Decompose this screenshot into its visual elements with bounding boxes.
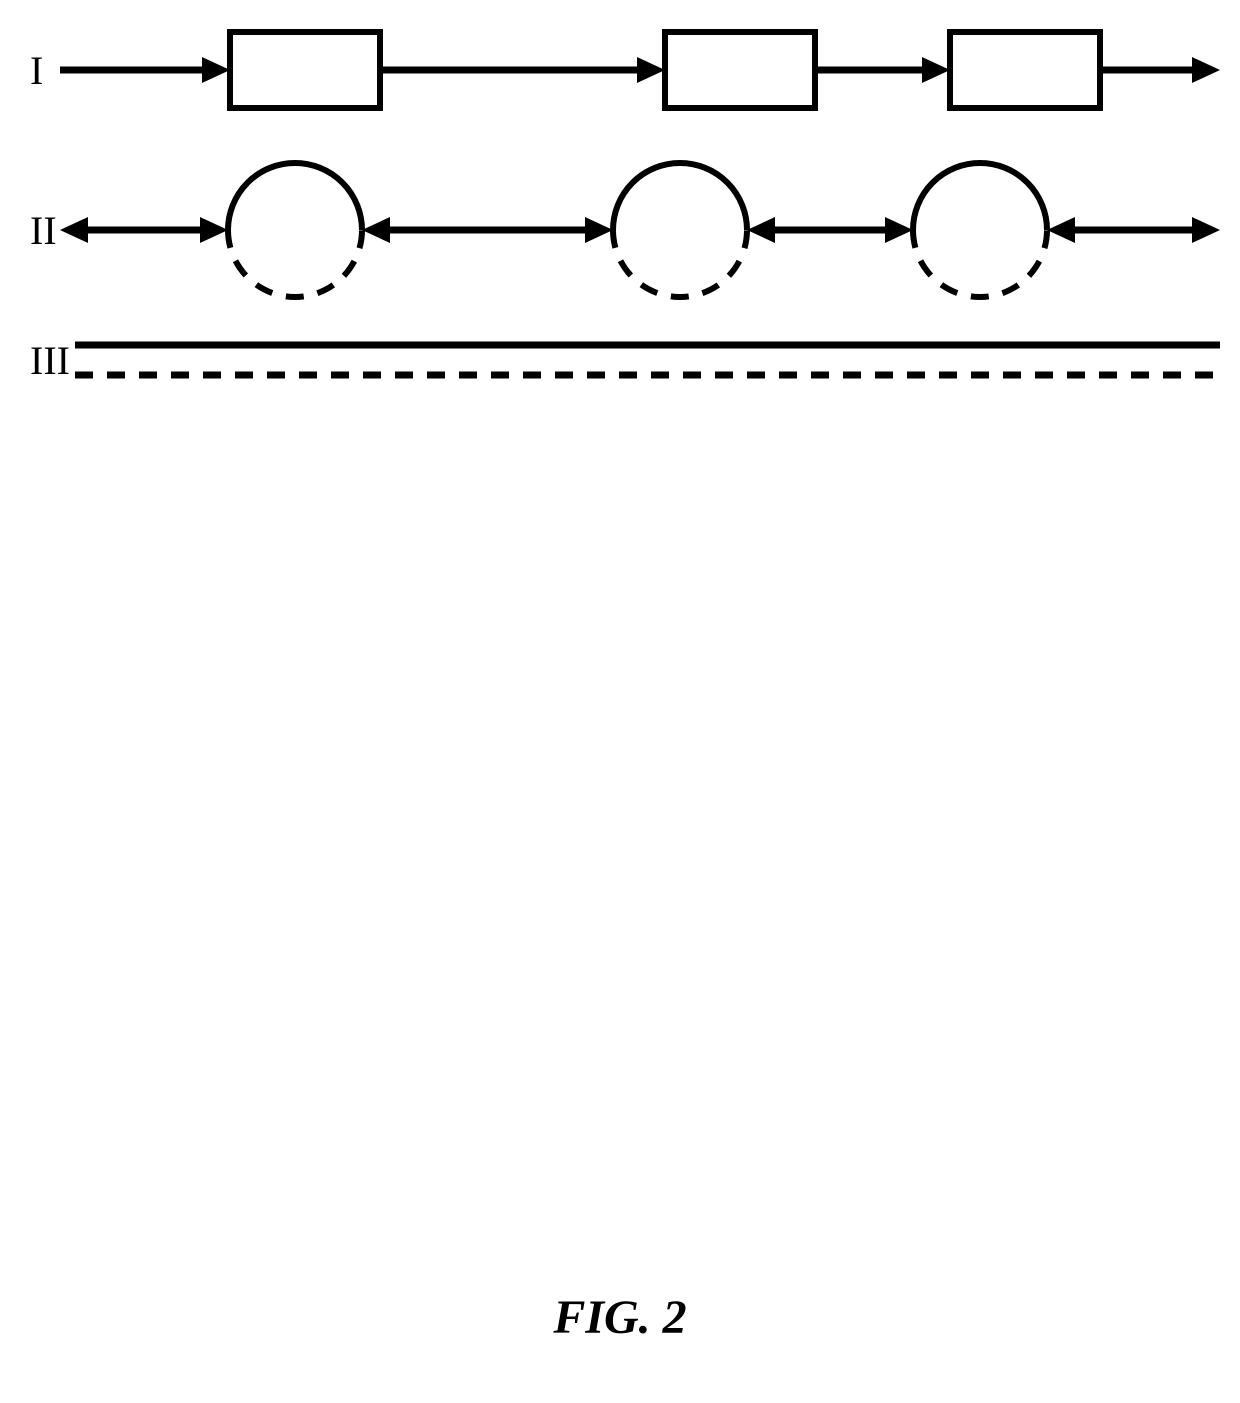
svg-text:III: III (30, 338, 70, 383)
svg-text:II: II (30, 208, 57, 253)
figure-caption: FIG. 2 (0, 1290, 1240, 1345)
svg-text:I: I (30, 48, 43, 93)
diagram-svg: IIIIII (0, 0, 1240, 1403)
figure-canvas: IIIIII FIG. 2 (0, 0, 1240, 1403)
